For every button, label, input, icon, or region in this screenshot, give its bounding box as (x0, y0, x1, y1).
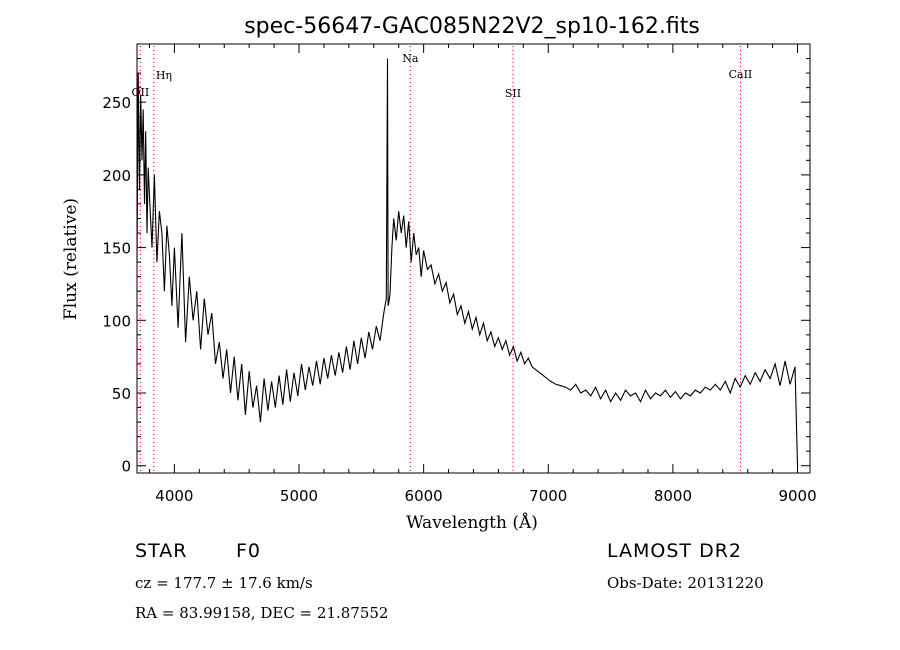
plot-frame (136, 43, 811, 474)
axis-ticks: 4000 5000 6000 7000 8000 9000 0 50 100 150 200 250 (102, 43, 817, 505)
y-tick-label: 0 (121, 458, 131, 476)
x-tick-label: 5000 (280, 487, 318, 505)
y-tick-label: 250 (102, 94, 131, 112)
x-tick-label: 6000 (405, 487, 443, 505)
x-tick-label: 7000 (529, 487, 567, 505)
spectral-class: F0 (236, 540, 262, 562)
y-tick-label: 100 (102, 312, 131, 330)
chart-title: spec-56647-GAC085N22V2_sp10-162.fits (244, 14, 700, 39)
redshift-velocity: cz = 177.7 ± 17.6 km/s (135, 574, 313, 592)
spectral-line-label: Na (402, 52, 419, 65)
y-axis-label: Flux (relative) (61, 198, 81, 320)
x-axis-label: Wavelength (Å) (406, 512, 538, 533)
spectral-line-label: SII (505, 87, 521, 100)
spectral-line-label: Hη (156, 69, 172, 82)
object-type: STAR (135, 540, 188, 562)
observation-date: Obs-Date: 20131220 (607, 574, 764, 592)
y-tick-label: 150 (102, 240, 131, 258)
x-tick-label: 9000 (778, 487, 816, 505)
x-tick-label: 4000 (155, 487, 193, 505)
coordinates: RA = 83.99158, DEC = 21.87552 (135, 604, 389, 622)
y-tick-label: 200 (102, 167, 131, 185)
spectral-line-label: OII (132, 86, 150, 99)
y-tick-label: 50 (112, 385, 131, 403)
x-tick-label: 8000 (654, 487, 692, 505)
spectrum-series (136, 58, 799, 467)
spectrum-line (136, 58, 799, 467)
spectral-line-markers: OII Hη Na SII CaII (132, 46, 753, 473)
spectral-line-label: CaII (729, 68, 753, 81)
survey-name: LAMOST DR2 (607, 540, 742, 562)
